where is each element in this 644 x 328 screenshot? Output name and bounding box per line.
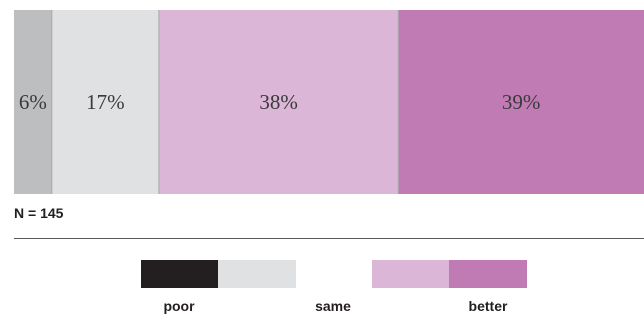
legend-swatch-better-light xyxy=(372,260,449,288)
bar-value-label-1: 6% xyxy=(19,90,47,114)
legend-swatch-poor-light xyxy=(218,260,296,288)
legend-label-better: better xyxy=(468,298,508,314)
legend-swatch-better-dark xyxy=(449,260,527,288)
legend-label-same: same xyxy=(315,298,351,314)
bar-value-label-4: 39% xyxy=(502,90,541,114)
sample-size-note: N = 145 xyxy=(14,205,64,221)
bar-segment-3 xyxy=(158,10,399,194)
bar-segment-2 xyxy=(51,10,159,194)
bar-value-label-3: 38% xyxy=(259,90,298,114)
legend-label-poor: poor xyxy=(163,298,195,314)
legend-divider xyxy=(14,238,644,239)
bar-segment-1 xyxy=(14,10,52,194)
legend-swatch-poor-dark xyxy=(141,260,218,288)
bar-value-label-2: 17% xyxy=(86,90,125,114)
stacked-bar-chart: 6% 17% 38% 39% xyxy=(14,10,644,194)
bar-segment-4 xyxy=(398,10,644,194)
